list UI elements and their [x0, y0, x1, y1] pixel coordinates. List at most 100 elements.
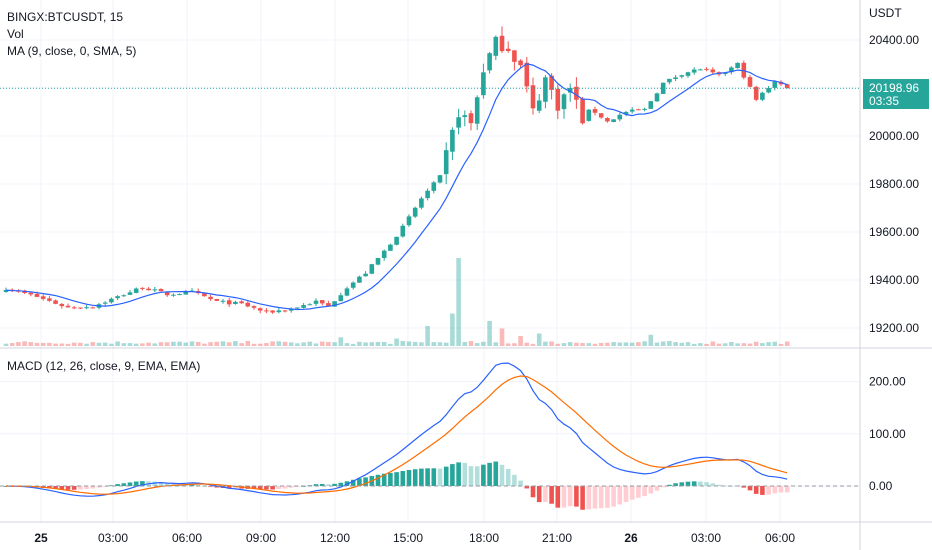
last-price-badge[interactable]: 20198.96 03:35	[863, 79, 929, 109]
candle-body	[226, 300, 232, 305]
macd-histogram-bar	[140, 481, 145, 486]
time-tick-label: 09:00	[246, 531, 276, 545]
macd-histogram-bar	[543, 486, 548, 502]
volume-bar	[462, 342, 468, 346]
candle-body	[443, 150, 449, 175]
time-tick-label: 12:00	[320, 531, 350, 545]
candle-body	[530, 85, 536, 109]
volume-bar	[282, 341, 288, 346]
candle-body	[140, 287, 145, 289]
macd-histogram-bar	[456, 462, 461, 486]
volume-bar	[574, 342, 579, 346]
macd-histogram-bar	[406, 470, 412, 486]
volume-bar	[369, 342, 375, 346]
volume-bar	[3, 343, 9, 346]
price-tick-label: 20000.00	[869, 129, 919, 143]
legend-symbol-row[interactable]: BINGX:BTCUSDT, 15	[7, 10, 124, 24]
candle-body	[605, 118, 610, 122]
candle-body	[121, 295, 127, 297]
volume-bar	[673, 342, 678, 346]
macd-histogram-bar	[431, 468, 437, 486]
volume-bar	[741, 343, 747, 346]
volume-bar	[753, 341, 759, 346]
macd-histogram-bar	[784, 486, 790, 493]
volume-bar	[419, 342, 424, 346]
macd-histogram-bar	[288, 486, 294, 488]
candle-body	[462, 115, 468, 118]
price-tick-label: 20400.00	[869, 33, 919, 47]
candle-body	[78, 307, 83, 309]
volume-bar	[654, 342, 660, 346]
macd-histogram-bar	[605, 486, 610, 508]
volume-bar	[555, 343, 561, 346]
volume-bar	[778, 343, 784, 346]
volume-bar	[326, 341, 331, 346]
macd-axis-ticks: 200.00 100.00 0.00	[869, 375, 906, 494]
macd-histogram-bar	[214, 486, 220, 488]
candle-body	[406, 216, 412, 226]
candlesticks	[3, 26, 790, 314]
candle-body	[512, 50, 517, 62]
volume-bar	[735, 343, 740, 346]
candle-body	[642, 108, 647, 110]
volume-bar	[264, 343, 269, 346]
macd-histogram-bar	[586, 486, 592, 510]
macd-histogram-bar	[574, 486, 579, 507]
candle-body	[164, 291, 170, 296]
volume-bar	[710, 341, 716, 346]
time-tick-label: 26	[624, 531, 638, 545]
candle-body	[574, 86, 579, 100]
volume-bar	[487, 321, 492, 346]
candle-body	[319, 300, 325, 304]
time-tick-label: 25	[34, 531, 48, 545]
candle-body	[208, 296, 213, 299]
candle-body	[543, 77, 548, 102]
macd-histogram-bar	[753, 486, 759, 494]
candle-body	[474, 97, 480, 124]
macd-histogram-bar	[251, 486, 257, 490]
macd-histogram-bar	[716, 484, 722, 486]
macd-histogram-bar	[499, 464, 505, 486]
time-tick-label: 06:00	[172, 531, 202, 545]
time-axis-ticks: 25 03:00 06:00 09:00 12:00 15:00 18:00 21:00 26 0…	[34, 531, 795, 545]
candle-body	[710, 69, 716, 73]
volume-bar	[16, 342, 21, 346]
price-axis-ticks: 20400.0020200.0020000.0019800.0019600.00…	[869, 33, 919, 335]
macd-histogram-bar	[512, 474, 517, 486]
candle-body	[654, 93, 660, 102]
volume-bar	[698, 343, 703, 346]
candle-body	[586, 109, 592, 121]
candle-body	[735, 62, 740, 69]
volume-bar	[133, 343, 139, 346]
macd-histogram-bar	[741, 486, 747, 488]
legend-ma[interactable]: MA (9, close, 0, SMA, 5)	[7, 44, 137, 58]
candle-body	[679, 75, 685, 77]
volume-bar	[9, 342, 15, 346]
legend-vol[interactable]: Vol	[7, 27, 24, 41]
macd-histogram-bar	[350, 479, 356, 486]
volume-bar	[195, 341, 201, 346]
macd-histogram-bar	[468, 466, 474, 486]
legend-macd[interactable]: MACD (12, 26, close, 9, EMA, EMA)	[7, 359, 201, 373]
candle-body	[412, 207, 418, 217]
volume-bar	[350, 343, 356, 346]
candle-body	[549, 75, 554, 90]
candle-body	[220, 300, 226, 302]
ma-line	[5, 63, 788, 311]
volume-bar	[425, 326, 430, 346]
volume-bar	[270, 341, 275, 346]
candle-body	[65, 305, 71, 308]
candle-body	[233, 301, 238, 304]
candle-body	[499, 35, 505, 52]
price-tick-label: 19400.00	[869, 273, 919, 287]
candle-body	[617, 114, 623, 120]
legend-interval: 15	[109, 10, 124, 24]
macd-histogram-bar	[121, 483, 127, 486]
volume-bar	[109, 343, 114, 346]
candle-body	[561, 94, 567, 110]
macd-histogram-bar	[667, 484, 672, 486]
candle-body	[419, 198, 424, 208]
macd-histogram-bar	[233, 486, 238, 489]
candle-body	[722, 72, 728, 74]
